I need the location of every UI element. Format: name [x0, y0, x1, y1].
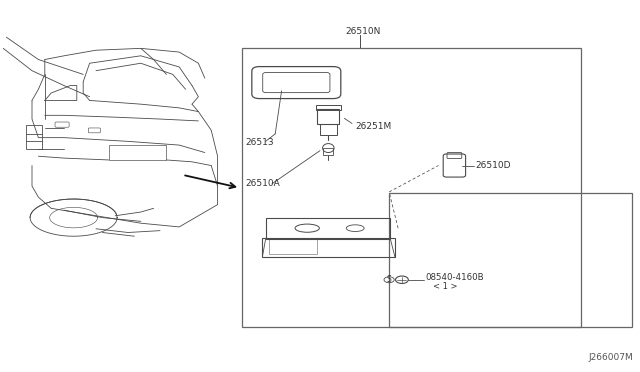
Text: 26513: 26513 [245, 138, 274, 147]
Bar [317, 109, 339, 124]
Text: J266007M: J266007M [589, 353, 634, 362]
Text: 26510D: 26510D [475, 161, 510, 170]
Text: 08540-4160B: 08540-4160B [426, 273, 484, 282]
Text: 26251M: 26251M [355, 122, 392, 131]
Bar [323, 148, 333, 155]
Text: 26510A: 26510A [245, 179, 280, 188]
Text: 26510N: 26510N [346, 27, 381, 36]
Bar [269, 238, 317, 254]
Bar [26, 125, 42, 149]
Bar [266, 218, 390, 239]
Bar [242, 48, 581, 327]
Bar [320, 124, 337, 135]
Bar [389, 193, 632, 327]
Bar [316, 105, 341, 110]
Text: S: S [387, 275, 392, 284]
Text: < 1 >: < 1 > [433, 282, 457, 291]
Bar [262, 238, 395, 257]
Bar [109, 145, 166, 160]
